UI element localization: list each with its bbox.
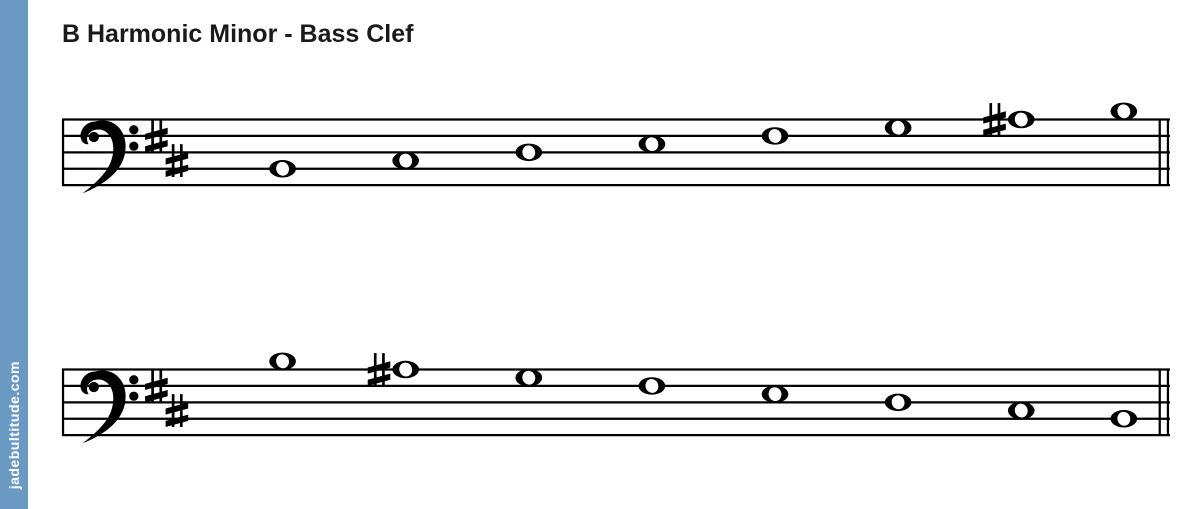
bass-clef-icon [80, 370, 138, 443]
sharp-icon [166, 144, 189, 177]
sharp-icon [166, 394, 189, 427]
note-e [762, 385, 789, 402]
note-a# [392, 361, 419, 378]
staff-ascending-svg [62, 99, 1170, 222]
note-g [885, 119, 912, 136]
note-b [269, 160, 296, 177]
branding-sidebar: jadebultitude.com [0, 0, 28, 509]
staff-ascending [62, 99, 1170, 199]
staff-descending [62, 349, 1170, 449]
note-e [639, 135, 666, 152]
note-c# [1008, 402, 1035, 419]
note-f# [639, 377, 666, 394]
note-b [1110, 103, 1137, 120]
note-f# [762, 127, 789, 144]
branding-text: jadebultitude.com [6, 361, 22, 489]
note-b [269, 353, 296, 370]
note-c# [392, 152, 419, 169]
note-d [515, 144, 542, 161]
staff-descending-svg [62, 349, 1170, 472]
bass-clef-icon [80, 120, 138, 193]
note-d [885, 394, 912, 411]
note-a# [1008, 111, 1035, 128]
page-title: B Harmonic Minor - Bass Clef [62, 20, 1170, 49]
main-content: B Harmonic Minor - Bass Clef [28, 0, 1200, 509]
note-b [1110, 410, 1137, 427]
note-g [515, 369, 542, 386]
